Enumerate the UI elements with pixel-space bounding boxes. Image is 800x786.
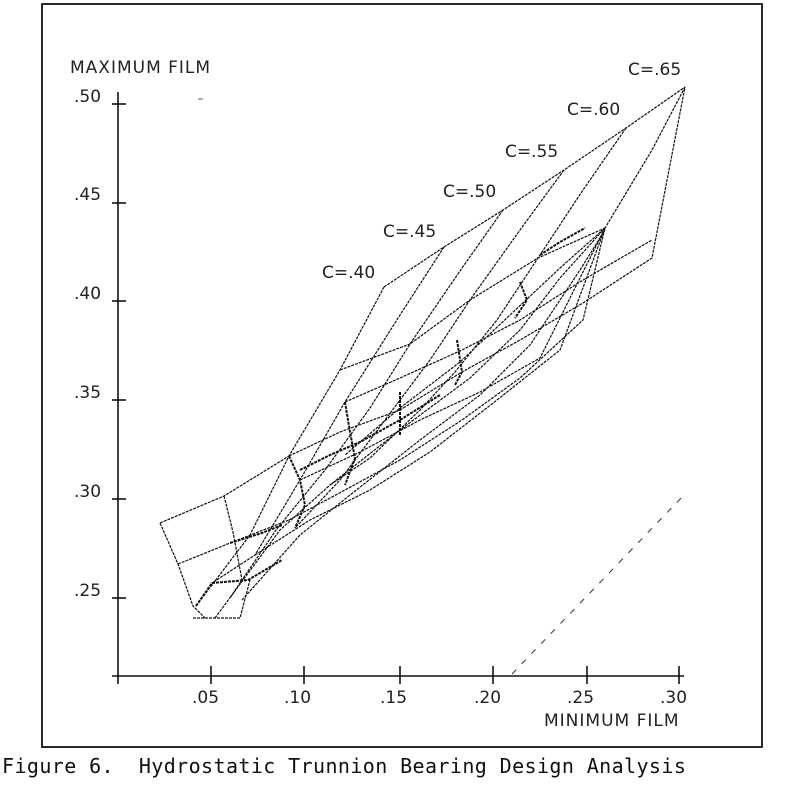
x-tick-label: .25 — [567, 688, 594, 708]
annotation-c55: C=.55 — [505, 142, 558, 162]
y-tick-label: .50 — [74, 87, 101, 107]
x-tick-label: .10 — [284, 688, 311, 708]
y-axis-label: MAXIMUM FILM — [70, 58, 211, 78]
annotation-c65: C=.65 — [628, 60, 681, 80]
y-tick-label: .30 — [74, 482, 101, 502]
y-tick-label: .25 — [74, 581, 101, 601]
design-mesh — [159, 86, 686, 619]
x-axis-label: MINIMUM FILM — [544, 711, 680, 731]
annotation-c40: C=.40 — [322, 263, 375, 283]
figure-frame — [41, 3, 763, 748]
annotation-c45: C=.45 — [383, 222, 436, 242]
x-tick-label: .20 — [474, 688, 501, 708]
annotation-c60: C=.60 — [567, 100, 620, 120]
y-axis — [112, 92, 126, 684]
x-tick-label: .15 — [380, 688, 407, 708]
reference-line — [511, 495, 684, 675]
x-tick-label: .05 — [192, 688, 219, 708]
figure-caption: Figure 6. Hydrostatic Trunnion Bearing D… — [2, 754, 687, 778]
x-tick-label: .30 — [660, 688, 687, 708]
y-tick-label: .40 — [74, 284, 101, 304]
y-tick-label: .35 — [74, 383, 101, 403]
annotation-c50: C=.50 — [443, 182, 496, 202]
y-tick-label: .45 — [74, 185, 101, 205]
x-axis — [112, 666, 684, 684]
